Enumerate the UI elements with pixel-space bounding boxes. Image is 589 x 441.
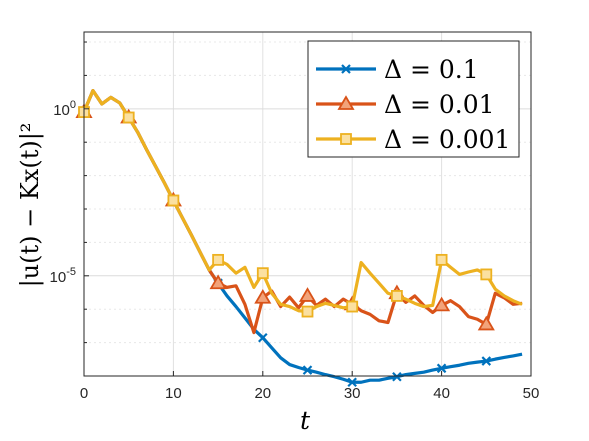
data-point-marker (481, 356, 492, 366)
legend-entry-label: Δ = 0.001 (384, 125, 510, 154)
x-tick-label: 40 (433, 385, 450, 402)
x-tick-labels: 0 10 20 30 40 50 (80, 385, 540, 402)
legend-swatch-marker (337, 95, 355, 110)
x-tick-label: 0 (80, 385, 88, 402)
data-point-marker (298, 287, 317, 302)
data-point-marker (346, 300, 359, 313)
data-point-marker (122, 111, 135, 124)
data-point-marker (435, 253, 448, 266)
data-point-marker (258, 332, 268, 343)
data-point-marker (212, 253, 225, 266)
legend-entry-label: Δ = 0.1 (384, 55, 479, 84)
y-tick-labels: 100 10-5 (50, 99, 76, 286)
data-point-marker (167, 194, 180, 207)
x-tick-label: 50 (523, 385, 540, 402)
data-point-marker (480, 268, 493, 281)
data-point-marker (347, 377, 357, 388)
plot-frame (83, 31, 532, 377)
legend-swatch-marker (341, 64, 351, 74)
y-tick-label: 100 (53, 99, 76, 119)
x-tick-label: 10 (165, 385, 182, 402)
data-point-marker (209, 274, 227, 290)
x-tick-label: 30 (344, 385, 361, 402)
data-point-marker (433, 296, 451, 312)
y-axis-label: |u(t) − Kx(t)|² (16, 123, 45, 288)
y-tick-label: 10-5 (50, 266, 76, 286)
axis-ticks (83, 41, 532, 377)
series-layer (75, 89, 523, 388)
x-tick-label: 20 (254, 385, 271, 402)
legend-swatch-marker (340, 133, 352, 145)
data-point-marker (302, 365, 313, 375)
data-point-marker (301, 305, 314, 318)
data-point-marker (436, 363, 447, 374)
data-point-marker (477, 315, 495, 331)
data-point-marker (392, 371, 402, 382)
x-axis-label: t (300, 406, 311, 435)
data-point-marker (256, 267, 269, 280)
legend: Δ = 0.1 Δ = 0.01 Δ = 0.001 (307, 40, 520, 158)
data-point-marker (390, 290, 403, 302)
data-point-marker (254, 288, 272, 304)
legend-entry-label: Δ = 0.01 (384, 90, 495, 119)
